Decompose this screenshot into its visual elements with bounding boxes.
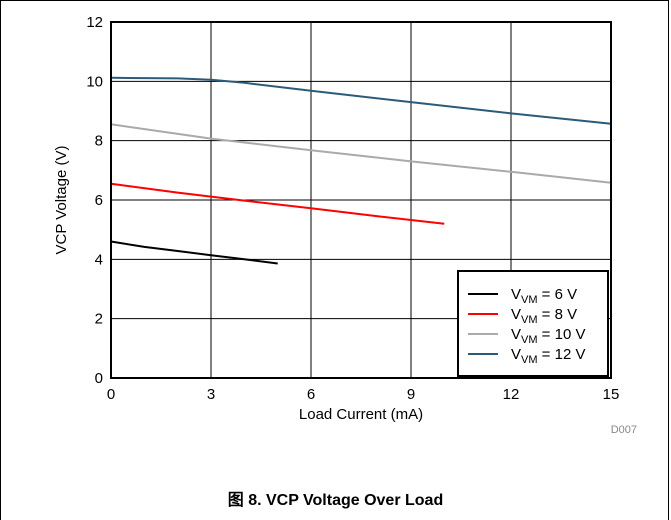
legend-entry: VVM = 6 V [511, 286, 577, 306]
y-tick-label: 12 [86, 14, 103, 31]
y-tick-label: 4 [95, 251, 103, 268]
x-tick-label: 15 [603, 386, 620, 403]
y-tick-label: 0 [95, 370, 103, 387]
legend-entry: VVM = 12 V [511, 346, 585, 366]
y-tick-label: 8 [95, 133, 103, 150]
y-tick-label: 10 [86, 73, 103, 90]
y-tick-label: 2 [95, 311, 103, 328]
x-tick-label: 0 [107, 386, 115, 403]
x-axis-label: Load Current (mA) [299, 406, 423, 423]
x-tick-label: 9 [407, 386, 415, 403]
x-tick-label: 12 [503, 386, 520, 403]
tick-labels: 0 3 6 9 12 15 0 2 4 6 8 10 12 [86, 14, 619, 403]
series-line [110, 76, 612, 125]
legend-entry: VVM = 8 V [511, 306, 577, 326]
series-line [110, 123, 612, 184]
series-line [110, 240, 278, 265]
line-chart: 0 3 6 9 12 15 0 2 4 6 8 10 12 Load Current (mA) VCP … [53, 14, 637, 436]
y-tick-label: 6 [95, 192, 103, 209]
plot-area-frame [110, 21, 612, 379]
y-axis-label: VCP Voltage (V) [53, 146, 70, 255]
series-layer [110, 76, 612, 265]
figure-id: D007 [611, 424, 637, 436]
series-line [110, 182, 445, 225]
legend-box [457, 270, 609, 377]
x-tick-label: 3 [207, 386, 215, 403]
x-tick-label: 6 [307, 386, 315, 403]
legend-entry: VVM = 10 V [511, 326, 585, 346]
figure-caption: 图 8. VCP Voltage Over Load [227, 492, 444, 509]
